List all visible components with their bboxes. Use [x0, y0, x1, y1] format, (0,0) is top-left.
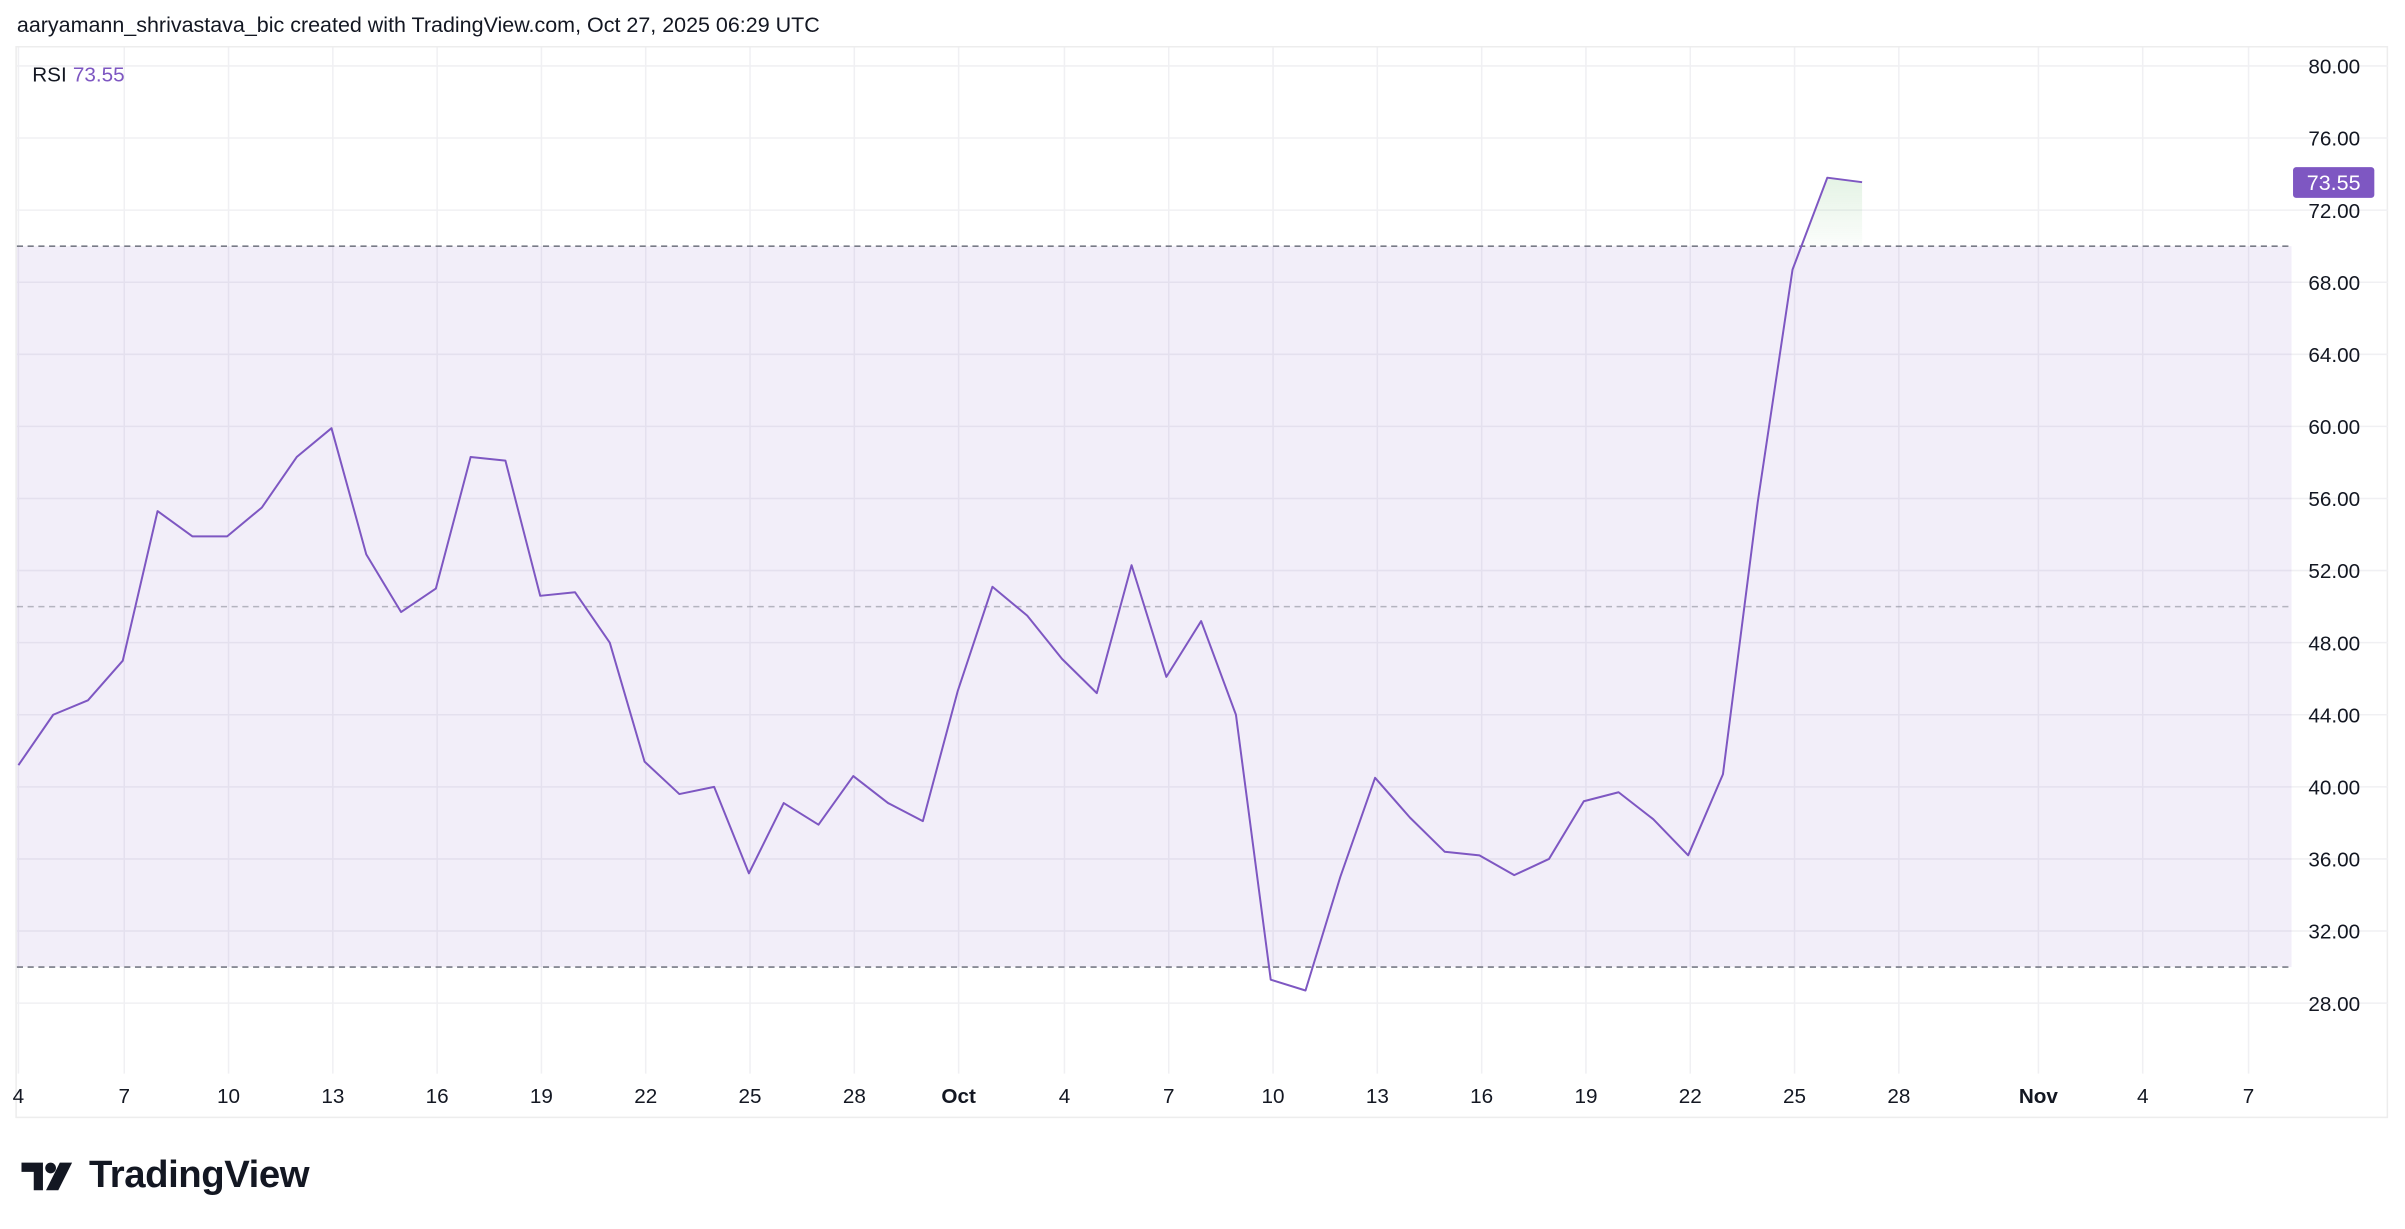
y-tick-label: 68.00	[2308, 272, 2360, 295]
x-tick-label: 28	[1887, 1085, 1910, 1108]
x-tick-label: 25	[1783, 1085, 1806, 1108]
y-tick-label: 28.00	[2308, 993, 2360, 1016]
indicator-name: RSI	[32, 62, 67, 86]
y-tick-label: 52.00	[2308, 560, 2360, 583]
y-tick-label: 76.00	[2308, 128, 2360, 151]
y-tick-label: 64.00	[2308, 344, 2360, 367]
y-axis[interactable]: 80.00 76.00 72.00 68.00 64.00 60.00 56.00 52.00…	[2308, 56, 2360, 1016]
x-tick-label: Nov	[2019, 1085, 2059, 1108]
y-tick-label: 44.00	[2308, 704, 2360, 727]
tradingview-logo-icon	[21, 1161, 73, 1190]
overbought-fill	[1801, 177, 1863, 247]
rsi-band	[16, 245, 2292, 968]
x-tick-label: 28	[843, 1085, 866, 1108]
chart-frame	[15, 46, 2389, 1119]
x-tick-label: 16	[1470, 1085, 1493, 1108]
logo-text: TradingView	[88, 1153, 310, 1197]
x-tick-label: Oct	[941, 1085, 976, 1108]
x-tick-label: 4	[2137, 1085, 2149, 1108]
x-tick-label: 22	[634, 1085, 657, 1108]
attribution-text: aaryamann_shrivastava_bic created with T…	[16, 12, 820, 37]
x-tick-label: 4	[13, 1085, 25, 1108]
x-tick-label: 4	[1059, 1085, 1071, 1108]
y-tick-label: 56.00	[2308, 488, 2360, 511]
x-tick-label: 25	[739, 1085, 762, 1108]
x-tick-label: 10	[217, 1085, 240, 1108]
x-axis[interactable]: 4 7 10 13 16 19 22 25 28 Oct 4 7 10 13 16 19 22 25 28 Nov 4 7	[13, 1085, 2255, 1108]
y-tick-label: 36.00	[2308, 849, 2360, 872]
x-tick-label: 13	[1366, 1085, 1389, 1108]
x-tick-label: 22	[1679, 1085, 1702, 1108]
x-tick-label: 10	[1262, 1085, 1285, 1108]
x-tick-label: 13	[321, 1085, 344, 1108]
indicator-value: 73.55	[72, 62, 125, 86]
x-tick-label: 16	[426, 1085, 449, 1108]
y-tick-label: 32.00	[2308, 921, 2360, 944]
y-tick-label: 72.00	[2308, 200, 2360, 223]
indicator-legend[interactable]: RSI 73.55	[32, 63, 125, 86]
last-value-badge: 73.55	[2293, 167, 2375, 198]
rsi-line	[17, 176, 1863, 992]
tradingview-logo[interactable]: TradingView	[21, 1153, 310, 1197]
y-tick-label: 60.00	[2308, 416, 2360, 439]
x-tick-label: 7	[118, 1085, 130, 1108]
y-tick-label: 80.00	[2308, 56, 2360, 79]
y-tick-label: 40.00	[2308, 777, 2360, 800]
x-tick-label: 19	[530, 1085, 553, 1108]
grid-lines	[16, 47, 2389, 1074]
y-tick-label: 48.00	[2308, 632, 2360, 655]
x-tick-label: 7	[1163, 1085, 1175, 1108]
x-tick-label: 7	[2243, 1085, 2255, 1108]
x-tick-label: 19	[1574, 1085, 1597, 1108]
